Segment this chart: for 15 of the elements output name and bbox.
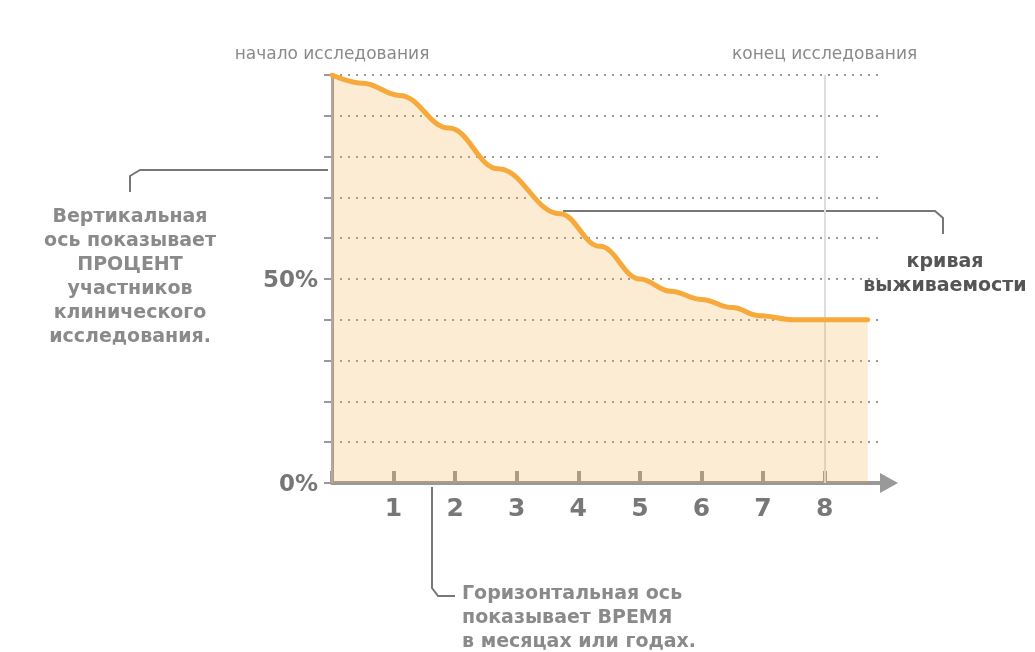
x-tick-label: 6 (692, 493, 711, 522)
ref-line-label: конец исследования (731, 42, 918, 63)
text: Вертикальная ось показывает ПРОЦЕНТ участников клинического исследования. (44, 204, 216, 346)
y-tick-label: 50% (262, 266, 318, 292)
x-tick-label: 4 (569, 493, 587, 522)
annotation: кривая выживаемости (863, 249, 1027, 295)
x-tick-label: 8 (815, 493, 834, 522)
text: Горизонтальная ось показывает ВРЕМЯ в месяцах или годах. (462, 581, 697, 651)
x-tick-label: 3 (508, 493, 526, 522)
x-tick-label: 1 (384, 493, 403, 522)
x-tick-label: 7 (754, 493, 772, 522)
y-tick-label: 0% (278, 470, 318, 496)
ref-line-label: начало исследования (234, 42, 430, 63)
x-tick-label: 5 (631, 493, 649, 522)
x-tick-label: 2 (446, 493, 464, 522)
